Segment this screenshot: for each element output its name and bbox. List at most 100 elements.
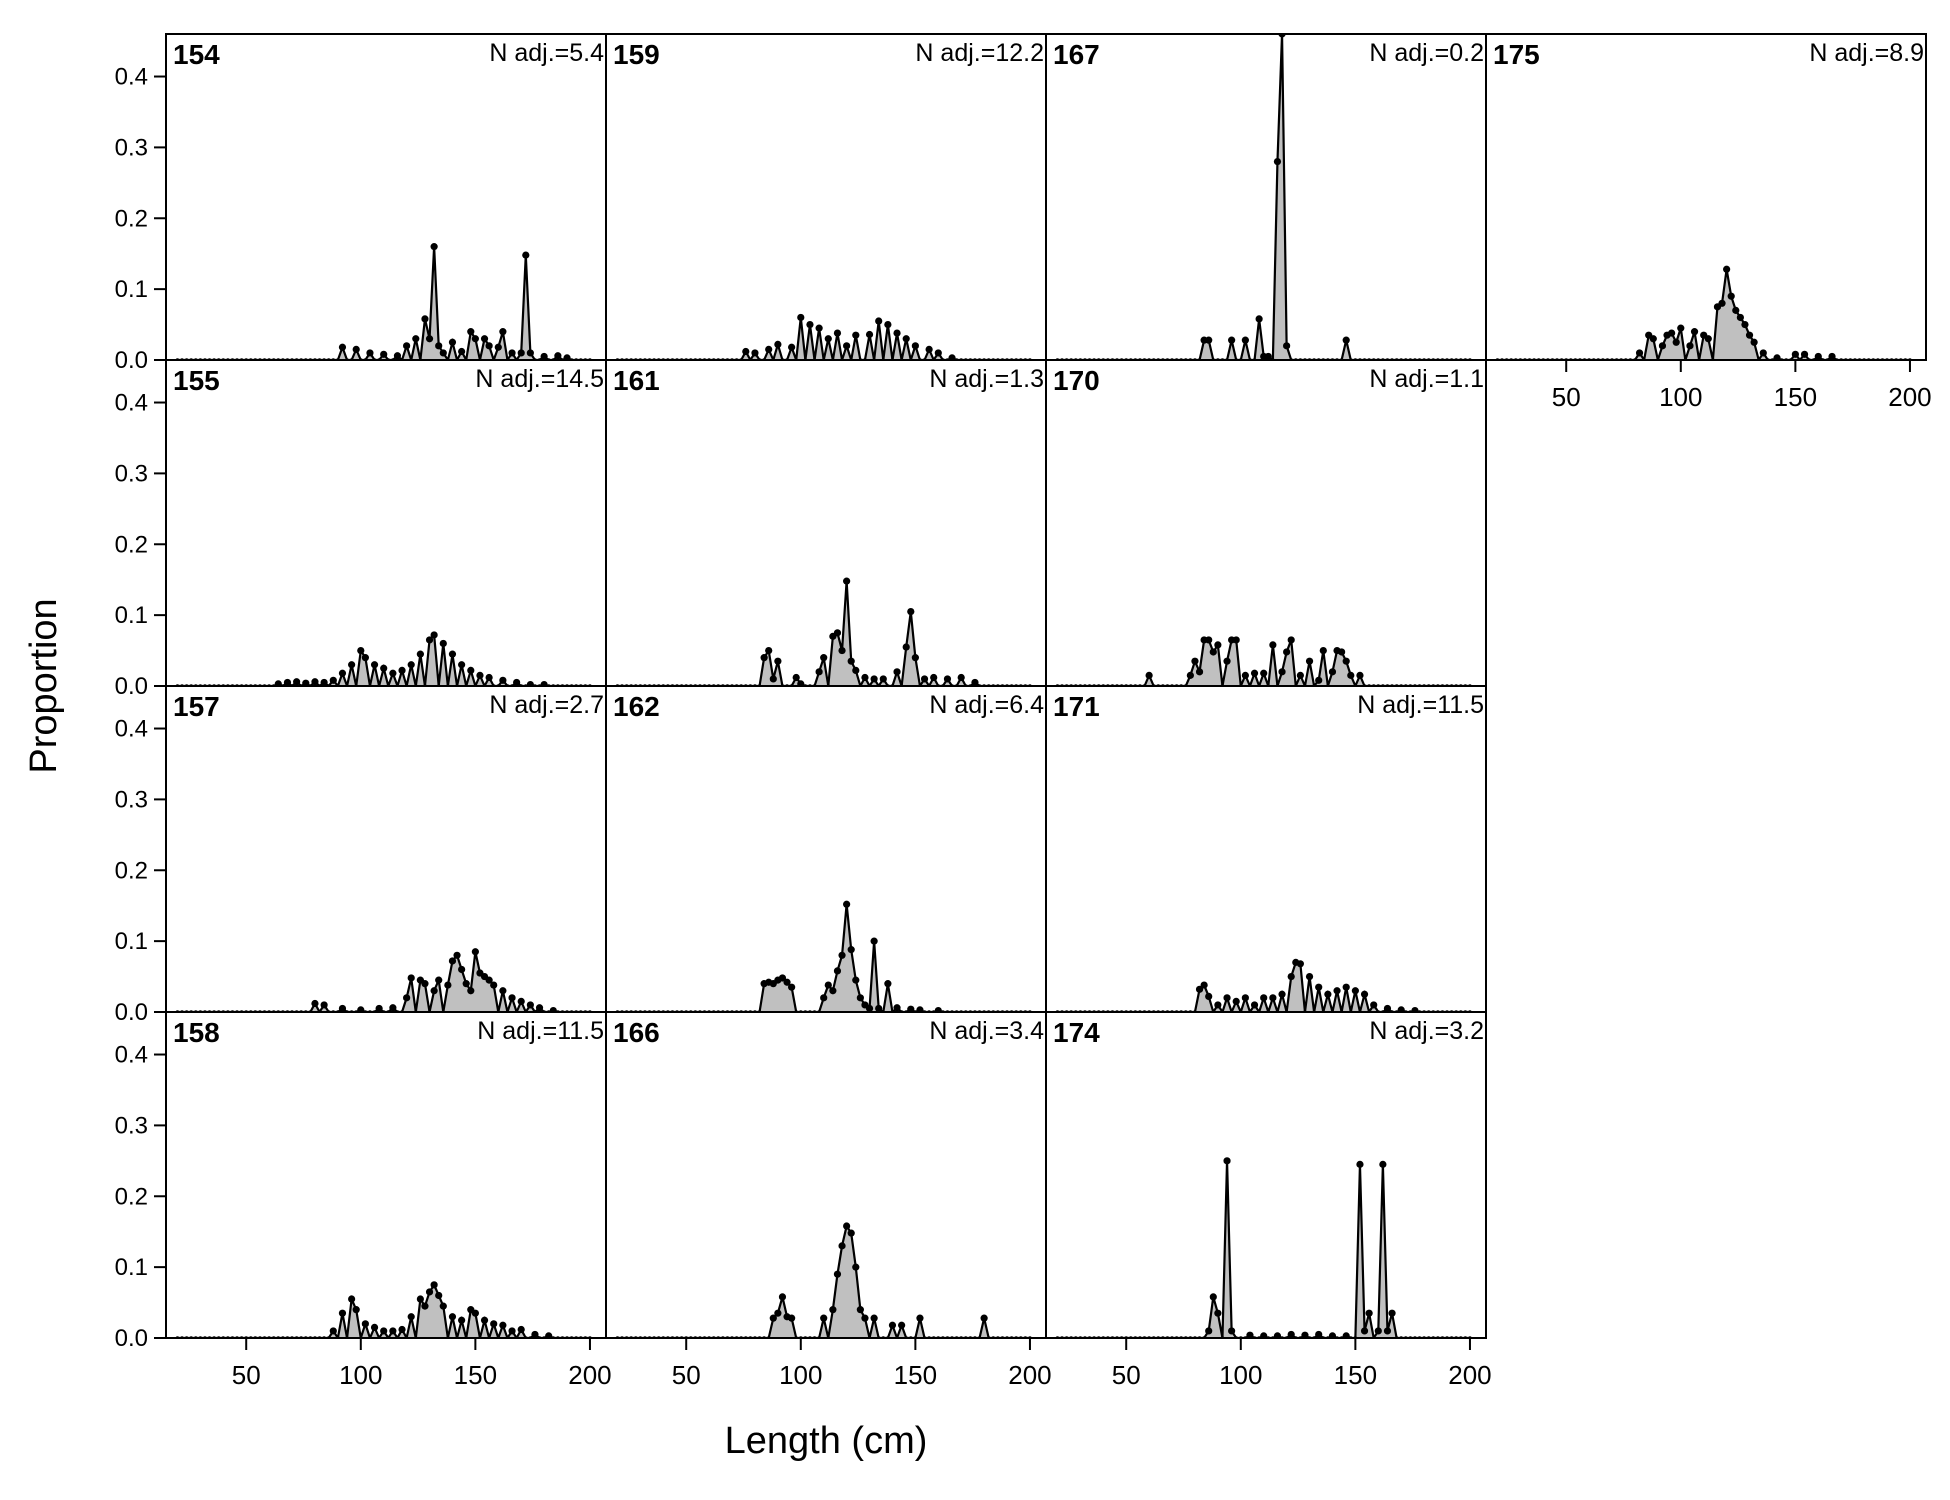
data-point: [412, 335, 420, 343]
data-point: [1668, 329, 1676, 337]
data-point: [861, 1314, 869, 1322]
data-point: [476, 671, 484, 679]
data-point: [425, 335, 434, 343]
y-tick-label: 0.1: [115, 1254, 148, 1281]
data-point: [943, 675, 952, 683]
data-point: [1750, 338, 1758, 346]
data-point: [1246, 1331, 1254, 1338]
data-point: [1342, 1332, 1350, 1338]
data-point: [471, 335, 479, 343]
data-point: [338, 669, 347, 677]
data-point: [480, 1316, 489, 1324]
data-point: [421, 980, 429, 988]
data-point: [898, 1321, 906, 1329]
data-point: [435, 1291, 443, 1300]
data-point: [1228, 336, 1236, 344]
data-point: [1264, 352, 1272, 360]
area-fill: [1057, 639, 1470, 686]
data-point: [774, 1309, 782, 1317]
panel-frame: [1045, 1011, 1487, 1339]
data-point: [1305, 657, 1314, 665]
data-point: [1342, 336, 1350, 344]
data-point: [1370, 1001, 1378, 1009]
y-tick-label: 0.0: [115, 347, 148, 374]
data-point: [1278, 668, 1286, 676]
panel-frame: [1045, 33, 1487, 361]
data-point: [769, 675, 777, 683]
data-point: [439, 349, 447, 357]
data-point: [425, 1288, 434, 1296]
y-tick-label: 0.1: [115, 928, 148, 955]
data-point: [1296, 960, 1304, 968]
data-point: [930, 673, 938, 682]
data-point: [366, 349, 374, 357]
data-point: [526, 680, 534, 686]
data-point: [1214, 641, 1222, 649]
x-tick-label: 50: [1552, 382, 1581, 412]
n-adj-label: N adj.=11.5: [477, 1017, 604, 1045]
data-point: [421, 1302, 429, 1310]
data-point: [879, 675, 887, 683]
data-point: [829, 987, 837, 995]
x-tick-label: 150: [1334, 1360, 1377, 1390]
data-point: [1360, 1327, 1369, 1335]
plot-area-167: [1055, 34, 1472, 360]
data-point: [407, 661, 415, 669]
panel-frame: [165, 33, 607, 361]
data-point: [1315, 983, 1323, 991]
plot-area-174: [1055, 1157, 1472, 1338]
n-adj-label: N adj.=8.9: [1809, 39, 1924, 67]
data-point: [329, 1327, 337, 1335]
data-point: [499, 1321, 507, 1329]
y-tick-label: 0.4: [115, 64, 148, 91]
data-point: [1360, 990, 1369, 998]
data-point: [843, 1222, 851, 1230]
data-point: [788, 1314, 796, 1322]
data-point: [1328, 1332, 1337, 1338]
data-point: [1205, 336, 1213, 344]
data-point: [852, 976, 860, 984]
data-point: [467, 666, 475, 675]
panel-170: 170 N adj.=1.1: [1045, 359, 1487, 687]
data-point: [792, 673, 800, 682]
data-point: [490, 1320, 498, 1328]
area-fill: [1057, 34, 1470, 360]
n-adj-label: N adj.=2.7: [489, 691, 604, 719]
data-point: [517, 349, 525, 357]
y-tick-label: 0.0: [115, 1325, 148, 1352]
panel-157: 157 N adj.=2.7 0.0 0.1 0.2 0.3 0.4: [115, 685, 607, 1026]
x-tick-label: 200: [568, 1360, 611, 1390]
data-point: [884, 980, 892, 988]
data-point: [1727, 292, 1735, 300]
x-tick-label: 50: [1112, 1360, 1141, 1390]
data-point: [494, 343, 502, 351]
data-point: [1186, 671, 1194, 679]
n-adj-label: N adj.=14.5: [475, 365, 604, 393]
data-point: [1745, 331, 1754, 339]
panel-id-label: 155: [173, 365, 220, 396]
data-point: [444, 981, 452, 989]
x-tick-label: 150: [454, 1360, 497, 1390]
data-point: [1736, 313, 1744, 322]
y-tick-label: 0.4: [115, 390, 148, 417]
data-point: [522, 251, 530, 259]
data-point: [1241, 671, 1249, 679]
y-axis-label: Proportion: [23, 598, 65, 773]
data-point: [1347, 671, 1355, 679]
data-point: [1223, 994, 1231, 1002]
panel-id-label: 171: [1053, 691, 1100, 722]
data-point: [1677, 324, 1685, 332]
n-adj-label: N adj.=12.2: [915, 39, 1044, 67]
panel-id-label: 159: [613, 39, 660, 70]
data-point: [1278, 990, 1286, 998]
data-point: [824, 981, 832, 989]
data-point: [320, 1001, 328, 1009]
data-point: [1287, 1330, 1295, 1338]
data-point: [448, 1313, 457, 1321]
data-point: [765, 646, 773, 655]
data-point: [348, 1295, 356, 1303]
data-point: [517, 997, 525, 1005]
data-point: [311, 678, 319, 686]
data-point: [870, 937, 878, 945]
data-point: [1342, 657, 1350, 665]
